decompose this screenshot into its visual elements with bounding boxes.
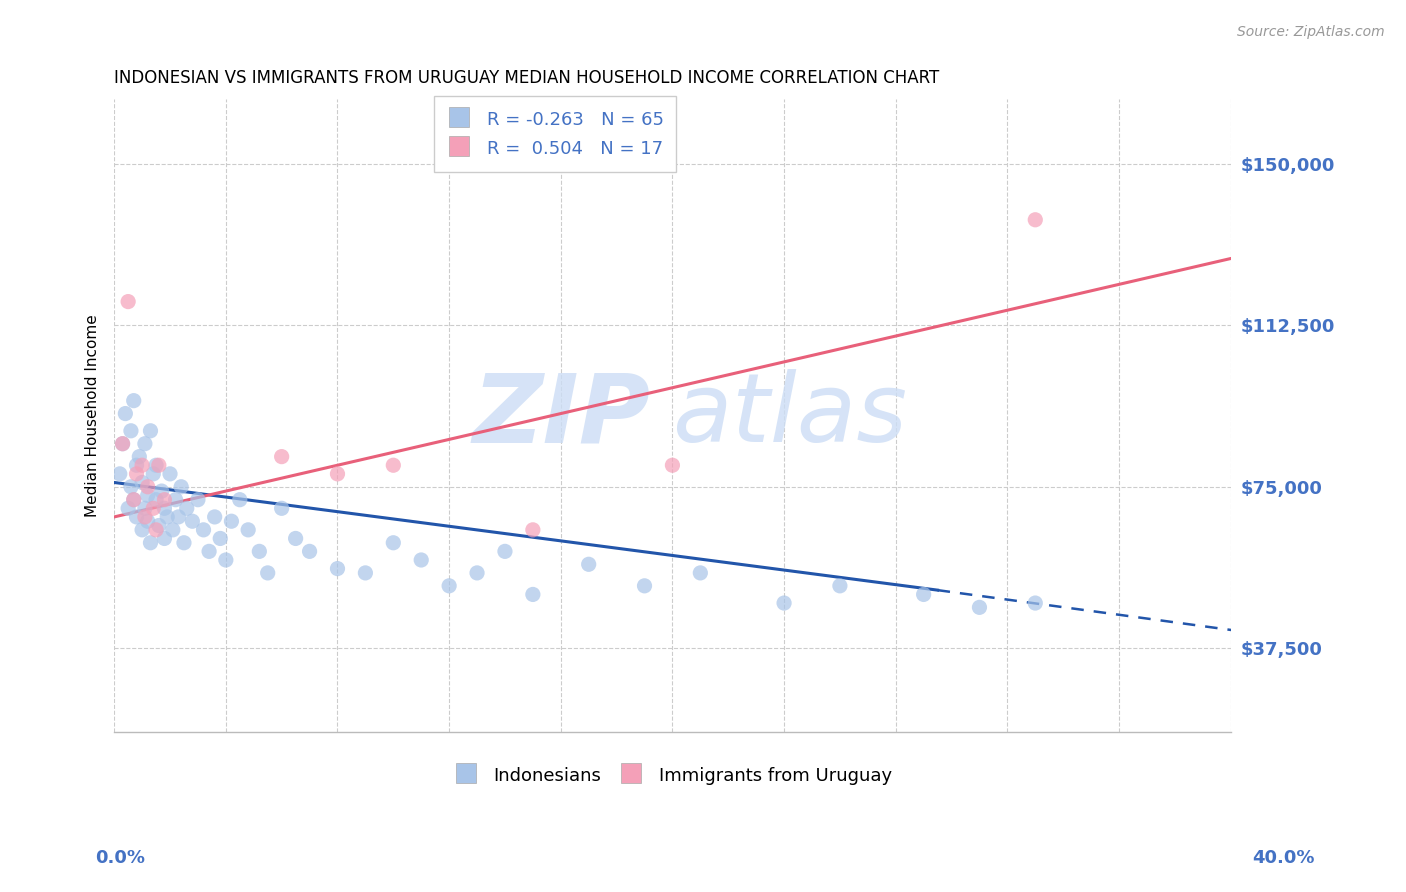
- Point: [139, 535, 162, 549]
- Point: [148, 458, 170, 473]
- Point: [326, 467, 349, 481]
- Point: [142, 501, 165, 516]
- Point: [298, 544, 321, 558]
- Point: [114, 407, 136, 421]
- Text: Source: ZipAtlas.com: Source: ZipAtlas.com: [1237, 25, 1385, 39]
- Point: [122, 393, 145, 408]
- Point: [198, 544, 221, 558]
- Point: [170, 480, 193, 494]
- Point: [173, 535, 195, 549]
- Point: [229, 492, 252, 507]
- Point: [134, 501, 156, 516]
- Point: [145, 523, 167, 537]
- Point: [117, 501, 139, 516]
- Point: [578, 558, 600, 572]
- Point: [193, 523, 215, 537]
- Point: [270, 501, 292, 516]
- Text: INDONESIAN VS IMMIGRANTS FROM URUGUAY MEDIAN HOUSEHOLD INCOME CORRELATION CHART: INDONESIAN VS IMMIGRANTS FROM URUGUAY ME…: [114, 69, 939, 87]
- Point: [912, 587, 935, 601]
- Point: [221, 514, 243, 528]
- Point: [131, 475, 153, 490]
- Point: [167, 510, 190, 524]
- Point: [136, 480, 159, 494]
- Point: [465, 566, 488, 580]
- Point: [125, 510, 148, 524]
- Point: [153, 501, 176, 516]
- Point: [131, 458, 153, 473]
- Point: [120, 480, 142, 494]
- Point: [128, 450, 150, 464]
- Point: [156, 510, 179, 524]
- Point: [494, 544, 516, 558]
- Point: [122, 492, 145, 507]
- Point: [136, 488, 159, 502]
- Point: [117, 294, 139, 309]
- Point: [411, 553, 433, 567]
- Point: [111, 436, 134, 450]
- Point: [437, 579, 460, 593]
- Point: [689, 566, 711, 580]
- Point: [131, 523, 153, 537]
- Point: [382, 458, 405, 473]
- Point: [145, 492, 167, 507]
- Point: [142, 467, 165, 481]
- Point: [153, 492, 176, 507]
- Point: [159, 467, 181, 481]
- Point: [247, 544, 270, 558]
- Text: 0.0%: 0.0%: [96, 849, 146, 867]
- Point: [165, 492, 187, 507]
- Point: [215, 553, 238, 567]
- Point: [111, 436, 134, 450]
- Point: [139, 424, 162, 438]
- Point: [148, 518, 170, 533]
- Point: [1024, 596, 1046, 610]
- Point: [122, 492, 145, 507]
- Point: [108, 467, 131, 481]
- Point: [522, 587, 544, 601]
- Point: [969, 600, 991, 615]
- Point: [284, 532, 307, 546]
- Point: [120, 424, 142, 438]
- Text: atlas: atlas: [672, 369, 907, 462]
- Point: [125, 458, 148, 473]
- Point: [773, 596, 796, 610]
- Point: [176, 501, 198, 516]
- Point: [828, 579, 851, 593]
- Point: [382, 535, 405, 549]
- Point: [136, 514, 159, 528]
- Point: [134, 436, 156, 450]
- Point: [162, 523, 184, 537]
- Point: [145, 458, 167, 473]
- Legend: Indonesians, Immigrants from Uruguay: Indonesians, Immigrants from Uruguay: [440, 752, 904, 799]
- Point: [354, 566, 377, 580]
- Text: 40.0%: 40.0%: [1253, 849, 1315, 867]
- Point: [256, 566, 278, 580]
- Point: [522, 523, 544, 537]
- Point: [134, 510, 156, 524]
- Point: [187, 492, 209, 507]
- Point: [633, 579, 655, 593]
- Point: [181, 514, 204, 528]
- Point: [125, 467, 148, 481]
- Point: [204, 510, 226, 524]
- Text: ZIP: ZIP: [472, 369, 650, 462]
- Point: [153, 532, 176, 546]
- Y-axis label: Median Household Income: Median Household Income: [86, 314, 100, 517]
- Point: [209, 532, 232, 546]
- Point: [326, 561, 349, 575]
- Point: [150, 484, 173, 499]
- Point: [238, 523, 260, 537]
- Point: [270, 450, 292, 464]
- Point: [661, 458, 683, 473]
- Point: [1024, 212, 1046, 227]
